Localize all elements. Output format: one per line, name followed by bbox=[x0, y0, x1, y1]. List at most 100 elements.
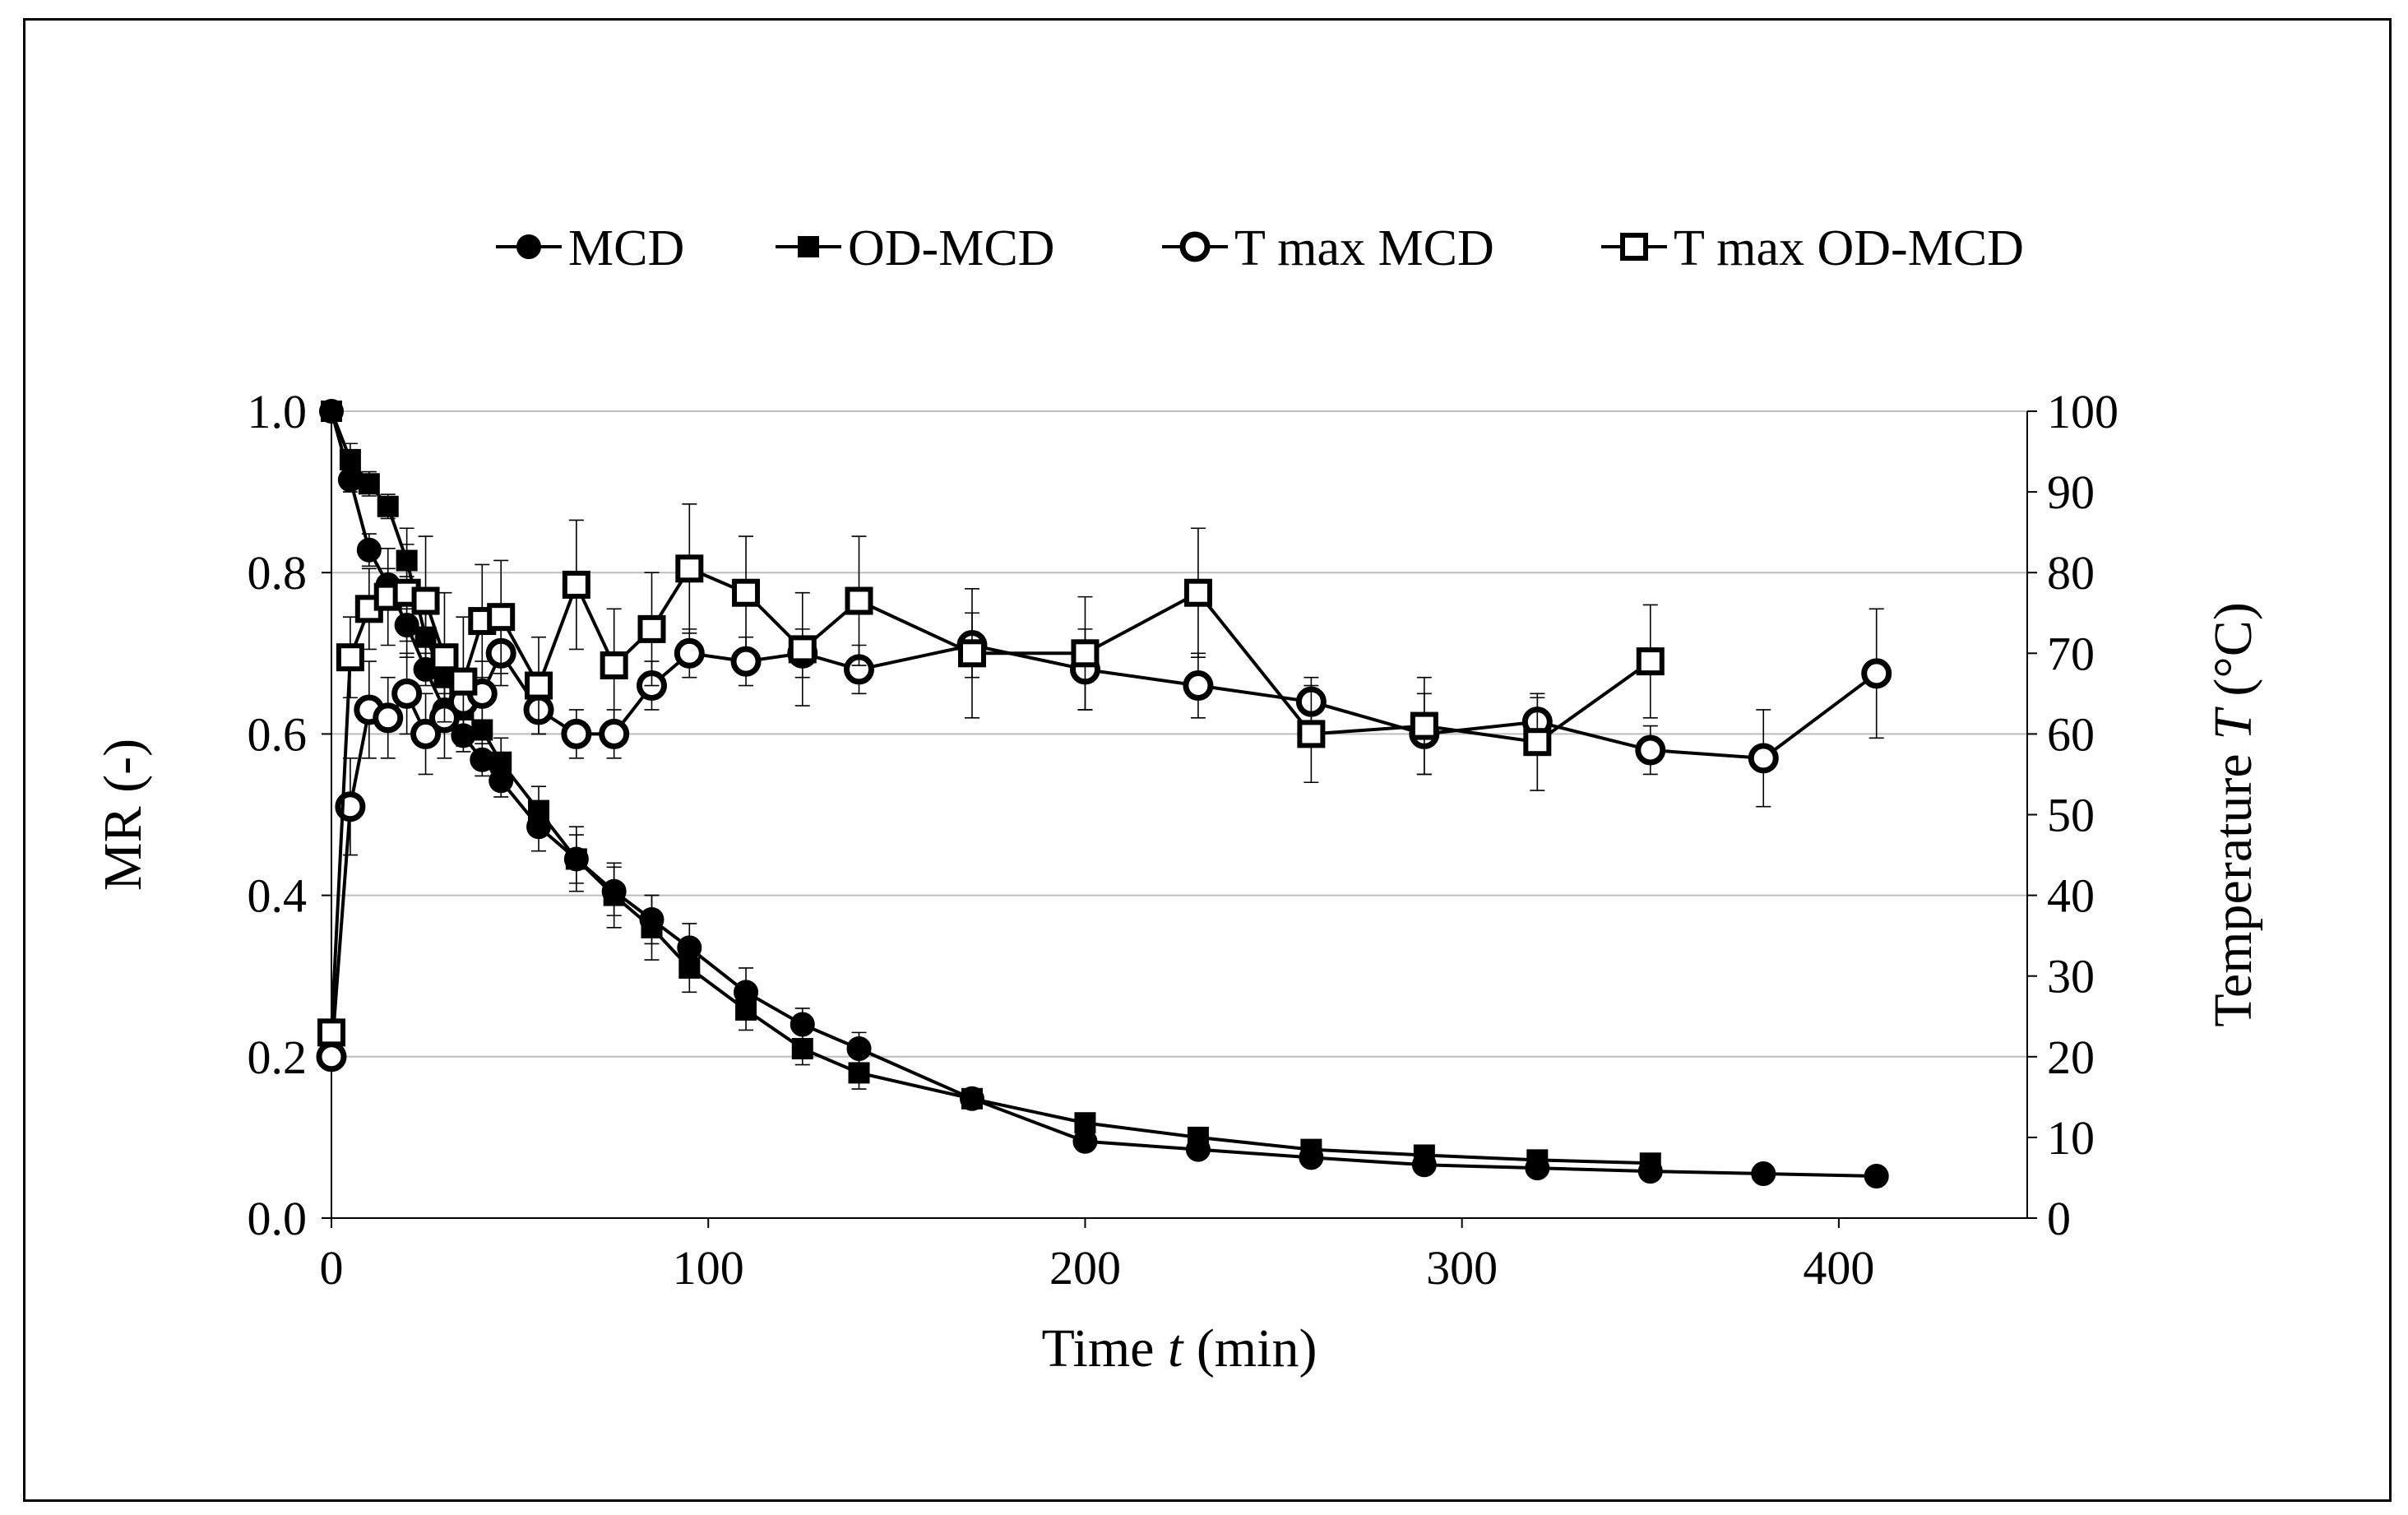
legend-marker bbox=[1620, 233, 1648, 261]
y-right-tick-label: 90 bbox=[2047, 466, 2095, 519]
series-1-point bbox=[1526, 1149, 1549, 1171]
series-3-point bbox=[1636, 647, 1665, 676]
series-1-point bbox=[1187, 1126, 1209, 1148]
y-right-tick-label: 70 bbox=[2047, 627, 2095, 680]
series-1-point bbox=[603, 884, 625, 906]
legend-marker bbox=[1179, 231, 1211, 262]
series-2-point bbox=[599, 718, 630, 749]
series-3-point bbox=[317, 1018, 345, 1047]
series-1-point bbox=[490, 751, 512, 773]
series-1-point bbox=[1639, 1152, 1661, 1174]
series-3-point bbox=[1523, 728, 1552, 757]
y-right-tick-label: 20 bbox=[2047, 1031, 2095, 1084]
x-tick-label: 400 bbox=[1803, 1241, 1874, 1295]
series-1-point bbox=[1074, 1112, 1096, 1134]
y-right-tick-label: 30 bbox=[2047, 950, 2095, 1003]
series-2-point bbox=[561, 718, 592, 749]
legend-item-tmax-mcd: T max MCD bbox=[1162, 220, 1494, 276]
y-left-tick-label: 0.4 bbox=[248, 869, 308, 923]
series-1-point bbox=[565, 848, 587, 870]
axes bbox=[331, 411, 2028, 1219]
legend-item-od-mcd: OD-MCD bbox=[776, 220, 1054, 276]
y-right-tick-label: 50 bbox=[2047, 789, 2095, 842]
series-layer bbox=[316, 399, 1892, 1188]
x-title-suffix: (min) bbox=[1183, 1318, 1317, 1378]
series-1-point bbox=[848, 1062, 870, 1084]
series-3 bbox=[317, 503, 1665, 1047]
series-0-point bbox=[356, 537, 382, 563]
x-tick-label: 100 bbox=[673, 1241, 744, 1295]
series-1-point bbox=[678, 957, 701, 979]
y-left-axis-title: MR (-) bbox=[93, 739, 153, 891]
chart-svg: 0.0 0.2 0.4 0.6 0.8 1.0 0 10 20 30 40 50 60 70 80 90 100… bbox=[93, 220, 2263, 1378]
x-tick-label: 200 bbox=[1049, 1241, 1121, 1295]
series-3-point bbox=[1410, 711, 1438, 740]
legend-marker bbox=[516, 234, 541, 259]
legend-item-tmax-od-mcd: T max OD-MCD bbox=[1601, 220, 2024, 276]
series-0-line bbox=[330, 410, 1877, 1178]
series-3-point bbox=[732, 578, 761, 607]
series-0-point bbox=[1864, 1163, 1889, 1188]
series-3-point bbox=[449, 667, 478, 696]
x-tick-label: 0 bbox=[320, 1241, 344, 1295]
series-3-point bbox=[1297, 720, 1326, 748]
series-3-point bbox=[957, 639, 986, 668]
legend-label-tmax-od-mcd: T max OD-MCD bbox=[1674, 220, 2024, 276]
x-tick-label: 300 bbox=[1426, 1241, 1498, 1295]
series-3-point bbox=[845, 586, 873, 615]
y-right-axis-title: Temperature T (°C) bbox=[2203, 602, 2263, 1027]
series-3-point bbox=[562, 570, 590, 599]
series-3-point bbox=[525, 671, 553, 700]
series-2-point bbox=[373, 702, 404, 734]
series-3-point bbox=[1183, 578, 1212, 607]
series-0-point bbox=[1751, 1161, 1776, 1187]
y-left-tick-label: 0.0 bbox=[248, 1192, 308, 1245]
series-3-point bbox=[411, 586, 440, 615]
series-1-point bbox=[528, 799, 550, 822]
legend-item-mcd: MCD bbox=[496, 220, 684, 276]
y-right-tick-label: 10 bbox=[2047, 1111, 2095, 1165]
x-axis-title: Time t (min) bbox=[1042, 1318, 1317, 1378]
series-3-error-bars bbox=[342, 503, 1658, 791]
series-2-line bbox=[330, 643, 1878, 1057]
series-2-point bbox=[1183, 670, 1214, 702]
y-left-tick-label: 0.6 bbox=[248, 707, 308, 761]
series-1-point bbox=[961, 1087, 983, 1110]
x-title-prefix: Time bbox=[1042, 1318, 1168, 1378]
series-2-point bbox=[316, 1041, 347, 1073]
series-2-point bbox=[730, 646, 762, 677]
series-1-point bbox=[339, 448, 361, 470]
legend-label-od-mcd: OD-MCD bbox=[848, 220, 1054, 276]
series-1-point bbox=[791, 1037, 813, 1059]
series-1-point bbox=[358, 473, 380, 495]
series-2-point bbox=[674, 637, 705, 669]
series-1-point bbox=[641, 916, 663, 938]
series-3-point bbox=[788, 635, 817, 664]
series-0 bbox=[319, 399, 1889, 1188]
y-right-title-var: T bbox=[2203, 707, 2263, 740]
series-3-point bbox=[600, 651, 628, 680]
series-3-point bbox=[637, 614, 666, 643]
y-right-tick-label: 0 bbox=[2047, 1192, 2071, 1245]
x-title-var: t bbox=[1168, 1318, 1184, 1378]
series-3-point bbox=[336, 643, 364, 672]
series-2-point bbox=[1748, 743, 1779, 774]
legend: MCD OD-MCD T max MCD T max OD-MCD bbox=[496, 220, 2024, 276]
series-2-point bbox=[391, 678, 423, 709]
y-right-tick-label: 80 bbox=[2047, 546, 2095, 600]
series-3-point bbox=[430, 643, 459, 672]
series-3-point bbox=[1071, 639, 1100, 668]
y-right-tick-label: 60 bbox=[2047, 707, 2095, 761]
series-1-point bbox=[1413, 1144, 1435, 1166]
y-right-tick-label: 100 bbox=[2047, 385, 2119, 438]
series-3-point bbox=[675, 554, 704, 583]
series-1-line bbox=[330, 410, 1651, 1165]
legend-marker bbox=[798, 236, 819, 257]
y-right-tick-label: 40 bbox=[2047, 869, 2095, 923]
y-right-title-suffix: (°C) bbox=[2203, 602, 2263, 710]
series-1-point bbox=[1300, 1138, 1322, 1161]
series-3-point bbox=[487, 603, 516, 632]
series-1-point bbox=[377, 495, 399, 517]
chart-frame: 0.0 0.2 0.4 0.6 0.8 1.0 0 10 20 30 40 50 60 70 80 90 100… bbox=[23, 18, 2392, 1502]
legend-label-tmax-mcd: T max MCD bbox=[1234, 220, 1494, 276]
